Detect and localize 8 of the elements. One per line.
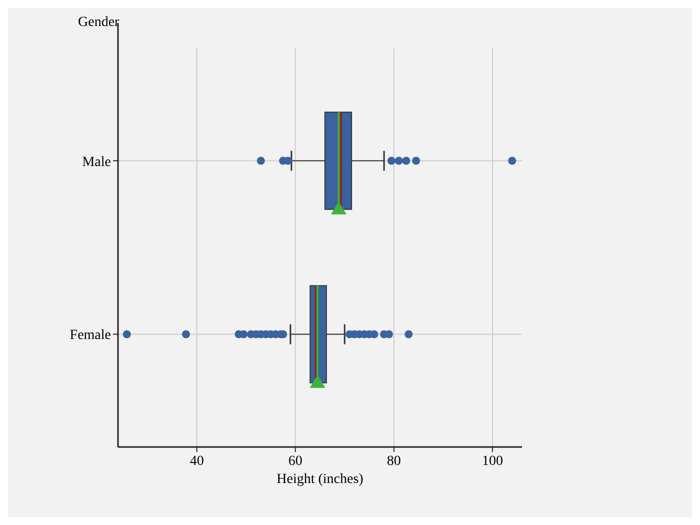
x-axis-title: Height (inches) [276,472,364,487]
y-tick-label: Female [70,328,111,344]
y-axis-title: Gender [78,15,120,30]
x-tick-label: 100 [482,454,503,469]
x-tick-label: 40 [190,454,204,469]
x-tick-label: 60 [288,454,302,469]
x-tick-label: 80 [386,454,401,469]
y-tick-label: Male [82,154,111,170]
